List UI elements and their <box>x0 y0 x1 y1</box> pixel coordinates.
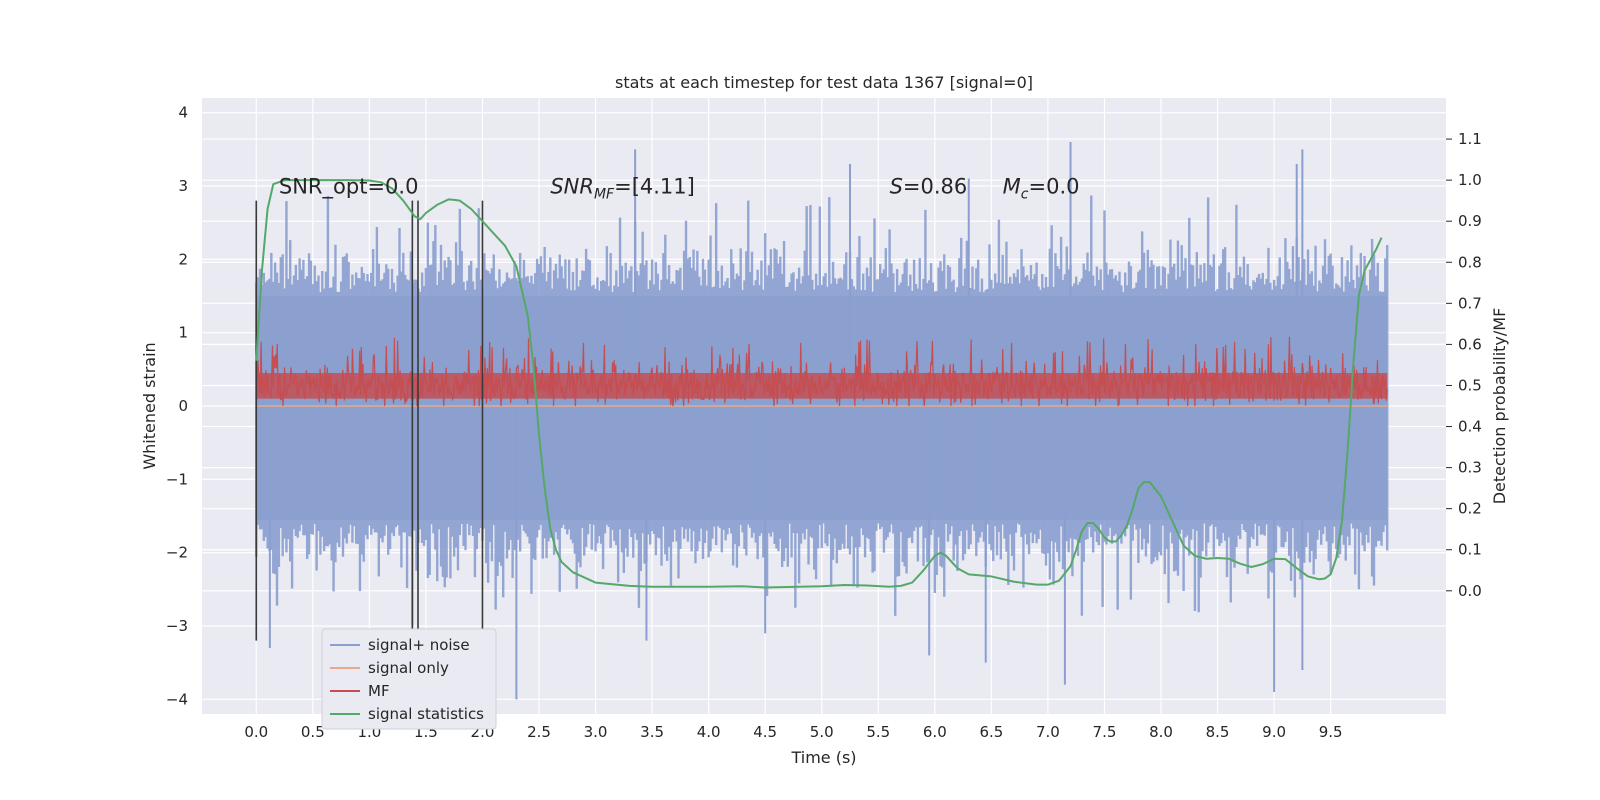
y2-axis-ticks: 0.0 0.1 0.2 0.3 0.4 0.5 0.6 0.7 0.8 0.9 1.0 1.1 <box>1446 130 1482 600</box>
legend-label: signal statistics <box>368 705 484 723</box>
annotation-symbol: SNR <box>550 174 594 198</box>
mf-series <box>255 336 1388 407</box>
y2-tick-label: 0.8 <box>1458 253 1482 271</box>
y-tick-label: −2 <box>166 544 188 562</box>
x-axis-label: Time (s) <box>790 748 856 767</box>
y2-tick-label: 0.2 <box>1458 500 1482 518</box>
x-tick-label: 0.5 <box>301 723 325 741</box>
annotation-symbol: S <box>890 174 903 198</box>
x-tick-label: 3.0 <box>584 723 608 741</box>
vertical-markers <box>255 200 484 641</box>
x-tick-label: 3.5 <box>640 723 664 741</box>
y2-tick-label: 0.1 <box>1458 541 1482 559</box>
x-tick-label: 7.5 <box>1093 723 1117 741</box>
x-tick-label: 0.0 <box>244 723 268 741</box>
y-tick-label: 1 <box>178 324 188 342</box>
x-tick-label: 4.0 <box>697 723 721 741</box>
y-axis-ticks: −4 −3 −2 −1 0 1 2 3 4 <box>166 104 188 709</box>
x-tick-label: 7.0 <box>1036 723 1060 741</box>
y-tick-label: −1 <box>166 470 188 488</box>
y2-tick-label: 1.0 <box>1458 171 1482 189</box>
y2-tick-label: 0.9 <box>1458 212 1482 230</box>
annotation: SNR_opt=0.0 <box>279 174 419 199</box>
y2-axis-label: Detection probability/MF <box>1490 308 1509 505</box>
y2-tick-label: 0.7 <box>1458 294 1482 312</box>
x-tick-label: 9.5 <box>1319 723 1343 741</box>
signal-statistics-line <box>255 179 1383 589</box>
x-tick-label: 2.5 <box>527 723 551 741</box>
legend: signal+ noise signal only MF signal statist… <box>321 628 497 730</box>
annotation: Mc=0.0 <box>1003 174 1080 202</box>
x-tick-label: 8.5 <box>1206 723 1230 741</box>
y-axis-label: Whitened strain <box>140 342 159 469</box>
x-tick-label: 5.0 <box>810 723 834 741</box>
legend-label: MF <box>368 682 390 700</box>
annotation-subscript: MF <box>594 186 615 202</box>
y-tick-label: −4 <box>166 690 188 708</box>
y2-tick-label: 1.1 <box>1458 130 1482 148</box>
y2-tick-label: 0.5 <box>1458 376 1482 394</box>
annotation-value: =0.0 <box>1029 174 1080 198</box>
annotation-value: =[4.11] <box>614 174 695 198</box>
x-tick-label: 8.0 <box>1149 723 1173 741</box>
annotation-subscript: c <box>1021 186 1029 202</box>
mf-line <box>255 336 1388 407</box>
annotation-value: =0.86 <box>903 174 967 198</box>
y2-tick-label: 0.3 <box>1458 459 1482 477</box>
y2-tick-label: 0.6 <box>1458 335 1482 353</box>
noise-core <box>256 296 1388 520</box>
y2-tick-label: 0.0 <box>1458 582 1482 600</box>
y-tick-label: 4 <box>178 104 188 122</box>
signal-noise-series <box>255 142 1389 700</box>
annotation-symbol: M <box>1003 174 1021 198</box>
x-tick-label: 6.0 <box>923 723 947 741</box>
y2-tick-label: 0.4 <box>1458 418 1482 436</box>
x-tick-label: 9.0 <box>1262 723 1286 741</box>
legend-label: signal+ noise <box>368 636 470 654</box>
y-tick-label: 2 <box>178 250 188 268</box>
chart-title: stats at each timestep for test data 136… <box>615 73 1033 92</box>
annotations: SNR_opt=0.0 SNRMF=[4.11] S=0.86 Mc=0.0 <box>279 174 1080 202</box>
x-tick-label: 5.5 <box>866 723 890 741</box>
legend-box <box>321 628 497 730</box>
annotation: SNRMF=[4.11] <box>550 174 695 202</box>
signal-statistics-series <box>255 179 1383 589</box>
x-tick-label: 6.5 <box>979 723 1003 741</box>
annotation: S=0.86 <box>890 174 968 198</box>
y-tick-label: 0 <box>178 397 188 415</box>
y-tick-label: 3 <box>178 177 188 195</box>
legend-label: signal only <box>368 659 449 677</box>
x-tick-label: 4.5 <box>753 723 777 741</box>
y-tick-label: −3 <box>166 617 188 635</box>
